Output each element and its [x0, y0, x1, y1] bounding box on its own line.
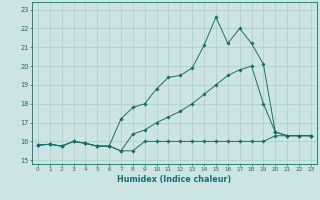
X-axis label: Humidex (Indice chaleur): Humidex (Indice chaleur)	[117, 175, 232, 184]
